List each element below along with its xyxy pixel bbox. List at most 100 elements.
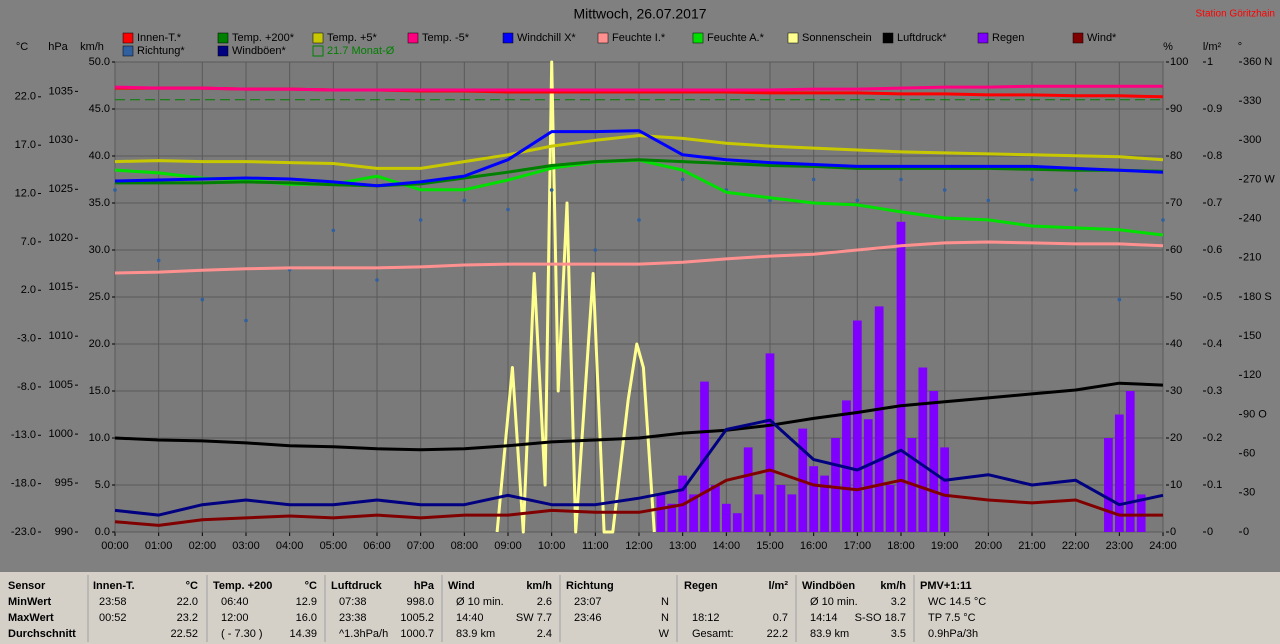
table-cell: 22.0 [177,596,198,608]
legend-swatch [122,32,134,44]
table-cell: 18:12 [692,612,720,624]
table-cell: 12.9 [296,596,317,608]
legend-swatch [217,45,229,57]
y-tick-label: 30 [1170,385,1182,397]
legend-label: Wind* [1087,32,1117,44]
y-tick-label: 240 [1243,213,1261,225]
y-tick-label: 1010 [49,330,73,342]
scatter-point [462,198,467,203]
bar [885,485,895,532]
bar [929,391,939,532]
bar [863,419,873,532]
x-tick-label: 00:00 [101,540,129,552]
x-tick-label: 12:00 [625,540,653,552]
scatter-point [768,198,772,203]
y-tick-label: 1030 [49,134,73,146]
table-row-label: MinWert [8,596,52,608]
legend-label: Sonnenschein [802,32,872,44]
legend-label: Luftdruck* [897,32,947,44]
legend-swatch [407,32,419,44]
y-tick-label: 20.0 [89,338,110,350]
y-tick-label: 330 [1243,95,1261,107]
series-line [114,468,1163,527]
table-cell: 2.4 [537,628,552,640]
legend-label: Temp. +200* [232,32,295,44]
table-cell: N [661,612,669,624]
table-header-unit: °C [186,580,198,592]
table-cell: 16.0 [296,612,317,624]
chart-title: Mittwoch, 26.07.2017 [573,6,706,22]
x-tick-label: 20:00 [975,540,1003,552]
y-tick-label: 0.9 [1207,103,1222,115]
y-tick-label: 270 W [1243,173,1275,185]
x-tick-label: 03:00 [232,540,260,552]
table-header: Wind [448,580,475,592]
x-tick-label: 10:00 [538,540,566,552]
y-tick-label: 1035 [49,85,73,97]
x-tick-label: 21:00 [1018,540,1046,552]
y-tick-label: 300 [1243,134,1261,146]
legend-label: Feuchte A.* [707,32,765,44]
axis-unit: km/h [80,41,104,53]
legend-swatch [312,45,324,57]
table-cell: 3.2 [891,596,906,608]
legend-label: Feuchte I.* [612,32,666,44]
x-tick-label: 17:00 [844,540,872,552]
scatter-point [375,278,379,282]
y-tick-label: 1005 [49,379,73,391]
table-cell: 23:38 [339,612,367,624]
legend-swatch [1072,32,1084,44]
y-tick-label: 0.2 [1207,432,1222,444]
scatter-point [637,218,641,222]
y-tick-label: 50 [1170,291,1182,303]
bar [896,221,906,533]
table-cell: 14:14 [810,612,838,624]
axis-unit: ° [1238,41,1242,53]
series-line [495,60,656,534]
bar [667,503,677,532]
scatter-point [156,258,161,263]
bar [765,353,775,532]
legend-label: Regen [992,32,1024,44]
y-tick-label: 40 [1170,338,1182,350]
table-cell: 14.39 [289,628,317,640]
bar [721,503,731,532]
table-cell: Ø 10 min. [456,596,504,608]
scatter-point [113,188,117,192]
table-cell: SW 7.7 [516,612,552,624]
bar [787,494,797,532]
legend-label: Temp. +5* [327,32,378,44]
table-header: Temp. +200 [213,580,272,592]
axis-unit: l/m² [1203,41,1222,53]
table-cell: 12:00 [221,612,249,624]
bar [743,447,753,532]
scatter-point [680,177,685,182]
table-cell: 0.9hPa/3h [928,628,978,640]
y-tick-label: 995 [55,477,73,489]
y-tick-label: 0.3 [1207,385,1222,397]
y-tick-label: 15.0 [89,385,110,397]
axis-unit: hPa [48,41,68,53]
table-cell: 06:40 [221,596,249,608]
y-tick-label: 25.0 [89,291,110,303]
y-tick-label: 22.0 [15,91,36,103]
legend-label: Windböen* [232,45,287,57]
x-tick-label: 19:00 [931,540,959,552]
bar [711,485,720,532]
x-tick-label: 16:00 [800,540,828,552]
x-tick-label: 11:00 [582,540,609,552]
y-tick-label: 60 [1170,244,1182,256]
y-tick-label: 7.0 [21,236,36,248]
series-line [115,158,1164,188]
scatter-point [593,248,598,252]
y-tick-label: 0.5 [1207,291,1222,303]
y-tick-label: 40.0 [89,150,110,162]
y-tick-label: 45.0 [89,103,110,115]
series-line [114,381,1164,452]
y-tick-label: 0.6 [1207,244,1222,256]
y-tick-label: 60 [1243,448,1255,460]
y-tick-label: 17.0 [15,139,36,151]
y-tick-label: 1 [1207,56,1213,68]
y-tick-label: 210 [1243,252,1261,264]
